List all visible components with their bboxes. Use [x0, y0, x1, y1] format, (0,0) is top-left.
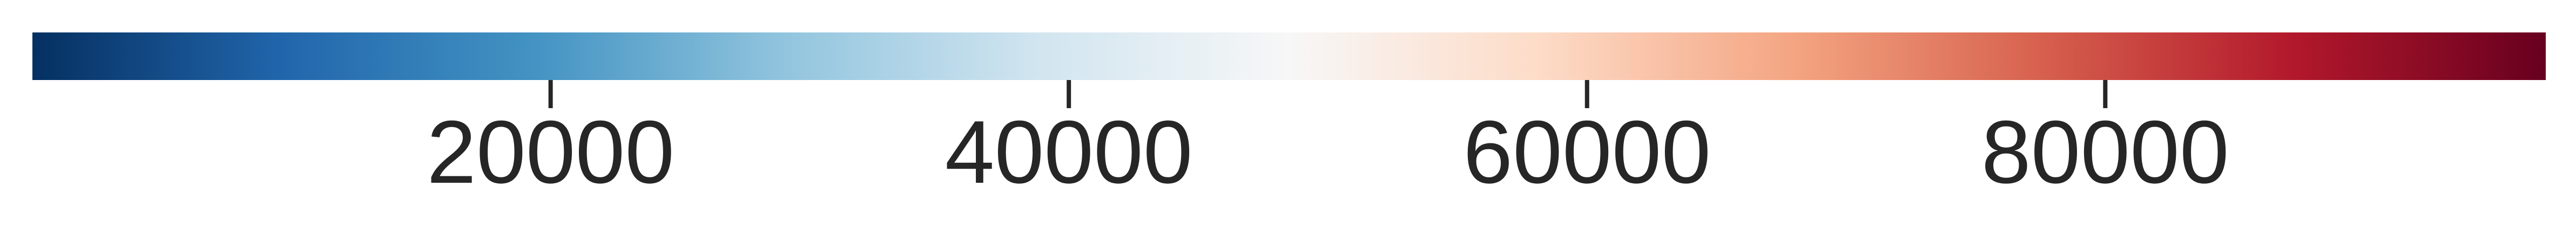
tick-label-80000: 80000	[1981, 102, 2229, 202]
colorbar-ticks: 20000 40000 60000 80000	[427, 80, 2229, 202]
tick-label-20000: 20000	[427, 102, 675, 202]
tick-label-40000: 40000	[945, 102, 1193, 202]
tick-label-60000: 60000	[1463, 102, 1711, 202]
colorbar-gradient-bar	[32, 32, 2546, 80]
